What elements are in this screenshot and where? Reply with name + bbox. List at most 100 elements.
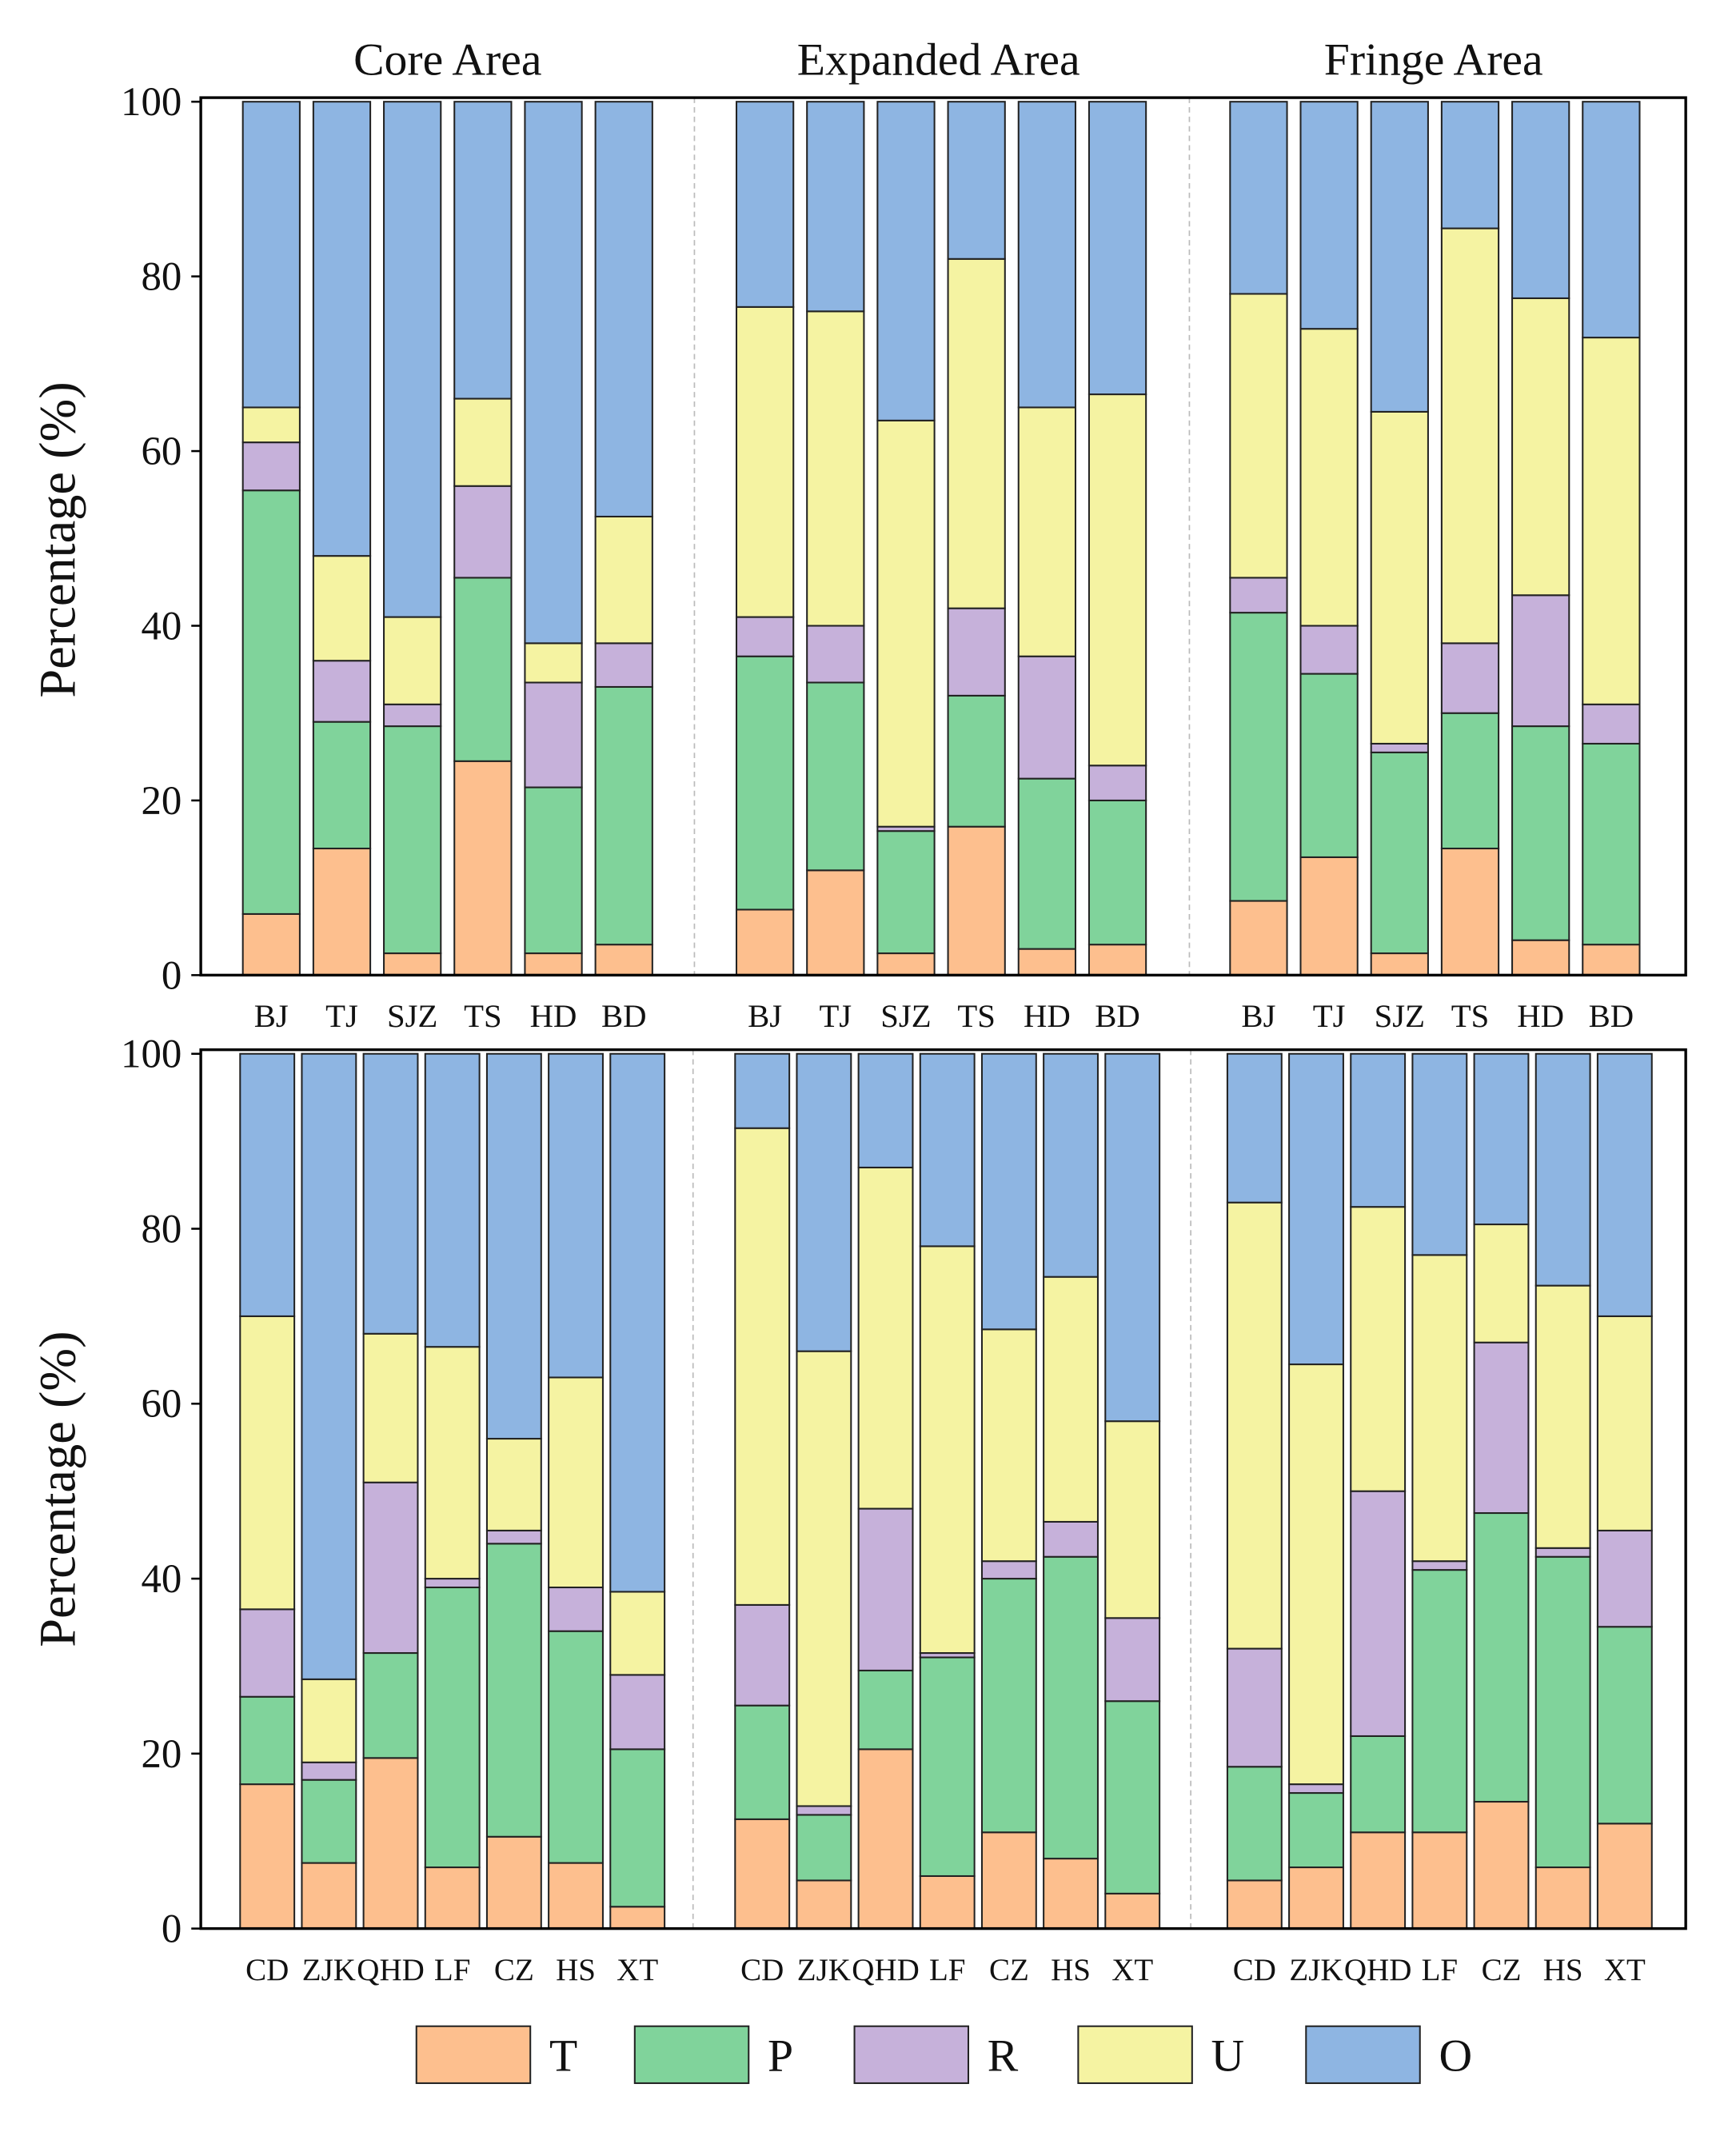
legend-swatch-R [853,2025,970,2084]
bar-segment-T-CD [734,1818,791,1930]
x-tick-label: SJZ [880,998,931,1034]
bar-segment-O-CZ [1473,1052,1530,1226]
bar-segment-R-BJ [735,616,795,657]
bar-segment-U-CZ [1473,1224,1530,1343]
bar-segment-U-ZJK [1288,1363,1344,1786]
bar-segment-P-TJ [806,681,865,872]
bar-segment-T-HD [1017,948,1076,976]
bar-segment-O-BJ [241,101,301,409]
y-tick-label: 20 [142,779,182,824]
bar-segment-O-SJZ [383,101,442,618]
x-tick-label: HS [1543,1953,1583,1987]
x-tick-label: CZ [989,1953,1029,1987]
bar-segment-P-ZJK [796,1814,852,1882]
bar-segment-T-SJZ [383,952,442,976]
y-tick-label: 100 [121,80,182,125]
bar-segment-T-ZJK [1288,1866,1344,1930]
bar-segment-U-TJ [312,555,372,662]
x-tick-label: LF [434,1953,471,1987]
bar-segment-O-BD [594,101,653,517]
bar-segment-O-QHD [1350,1052,1407,1208]
bar-segment-P-BD [1087,799,1147,946]
x-tick-label: SJZ [387,998,437,1034]
bar-segment-R-CD [734,1603,791,1707]
bar-segment-P-TJ [312,721,372,850]
bar-segment-P-BD [594,685,653,946]
x-tick-label: CD [1233,1953,1276,1987]
bar-segment-U-XT [1596,1315,1653,1531]
bar-segment-P-CZ [485,1543,542,1838]
bar-segment-O-XT [1596,1052,1653,1317]
bar-segment-U-SJZ [383,616,442,705]
y-axis-label-top: Percentage (%) [29,381,86,697]
bar-segment-R-XT [609,1674,666,1751]
bar-segment-O-HD [524,101,583,645]
legend-label-O: O [1439,2031,1472,2082]
bar-segment-P-SJZ [1370,751,1429,955]
bar-segment-U-TJ [1299,328,1359,627]
x-tick-label: HD [530,998,577,1034]
bar-segment-P-BJ [1229,612,1288,902]
bar-segment-O-CZ [485,1052,542,1440]
bar-segment-U-HS [548,1376,604,1589]
bar-segment-T-LF [919,1874,976,1930]
x-tick-label: QHD [852,1953,920,1987]
y-tick-label: 0 [162,1907,182,1952]
bar-segment-R-QHD [1350,1490,1407,1737]
x-tick-label: XT [1604,1953,1646,1987]
bar-segment-O-BJ [1229,101,1288,295]
bar-segment-O-BD [1087,101,1147,396]
plot-frame [199,96,1687,977]
bar-segment-P-HD [524,786,583,955]
x-tick-label: TJ [1313,998,1346,1034]
bar-segment-P-QHD [1350,1735,1407,1834]
bar-segment-T-QHD [362,1757,419,1930]
bar-segment-R-SJZ [1370,742,1429,753]
bar-segment-R-HD [1017,655,1076,780]
bar-segment-T-BJ [241,912,301,976]
bar-segment-T-CD [239,1783,296,1930]
bar-segment-O-TJ [1299,101,1359,330]
bar-segment-T-SJZ [876,952,936,976]
x-tick-label: XT [1111,1953,1153,1987]
bar-segment-R-QHD [857,1507,914,1671]
bar-segment-O-HS [1043,1052,1099,1278]
bar-segment-O-BJ [735,101,795,308]
bar-segment-O-CD [239,1052,296,1317]
bar-segment-R-HD [1511,594,1570,728]
bar-segment-R-CD [239,1608,296,1698]
bar-segment-U-CD [734,1127,791,1606]
bar-segment-T-HD [1511,939,1570,976]
bar-segment-U-ZJK [301,1678,357,1763]
bar-segment-T-BJ [1229,900,1288,976]
bar-segment-T-SJZ [1370,952,1429,976]
bar-segment-O-TS [453,101,513,400]
x-tick-label: TJ [325,998,358,1034]
bar-segment-T-BD [1087,944,1147,976]
bar-segment-T-HS [1534,1866,1591,1930]
bar-segment-T-BJ [735,908,795,976]
y-axis-label-bottom: Percentage (%) [29,1331,86,1647]
bar-segment-R-CZ [1473,1341,1530,1515]
bar-segment-R-TS [1440,642,1500,714]
bar-segment-R-HS [548,1586,604,1632]
bar-segment-T-TS [453,760,513,976]
y-tick-label: 40 [142,604,182,649]
bar-segment-P-CD [734,1704,791,1820]
plot-frame [199,1048,1687,1930]
bar-segment-T-BD [1582,944,1641,976]
bar-segment-O-CD [734,1052,791,1129]
bar-segment-U-HS [1043,1276,1099,1523]
bar-segment-U-ZJK [796,1350,852,1807]
area-titles: Core Area Expanded Area Fringe Area [353,34,1543,85]
legend-swatch-O [1305,2025,1421,2084]
bar-segment-U-TJ [806,310,865,627]
bar-segment-T-TJ [806,869,865,976]
bar-segment-P-SJZ [876,830,936,955]
x-tick-label: BJ [748,998,782,1034]
bar-segment-T-HD [524,952,583,976]
bar-segment-O-LF [424,1052,481,1348]
x-tick-label: QHD [1344,1953,1412,1987]
bar-segment-P-LF [424,1586,481,1869]
panel-1: 0 20 40 60 80 100 BJ TJ SJZ TS HD BD BJ TJ SJZ TS HD BD BJ… [121,80,1687,1034]
